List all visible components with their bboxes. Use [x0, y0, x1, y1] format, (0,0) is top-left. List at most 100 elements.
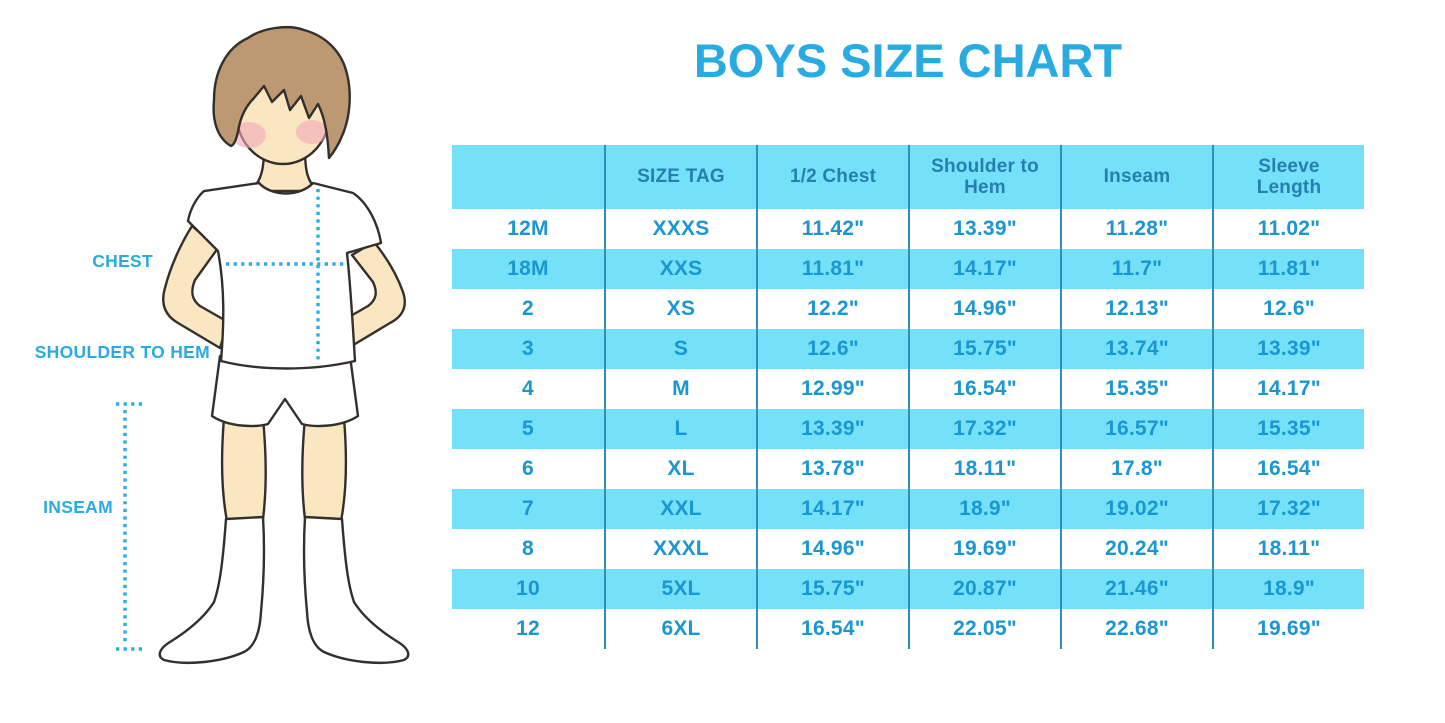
cell-sleeve-length: 11.02" — [1212, 209, 1364, 249]
cell-sleeve-length: 14.17" — [1212, 369, 1364, 409]
cell-size: 2 — [522, 297, 534, 320]
cell-half-chest: 11.42" — [756, 209, 908, 249]
header-cell-empty — [452, 145, 604, 209]
cell-shoulder-to-hem: 15.75" — [908, 329, 1060, 369]
boy-right-leg — [301, 416, 348, 523]
cell-sleeve-length: 15.35" — [1212, 409, 1364, 449]
boy-figure-illustration — [116, 26, 410, 665]
cell-size: 5 — [522, 417, 534, 440]
cell-size-tag: XXXS — [604, 209, 756, 249]
boy-left-sock — [158, 515, 266, 665]
cell-sleeve-length: 18.9" — [1212, 569, 1364, 609]
table-row: 12 6XL 16.54" 22.05" 22.68" 19.69" — [452, 609, 1364, 649]
boy-right-cheek — [296, 120, 328, 144]
cell-half-chest: 12.99" — [756, 369, 908, 409]
shoulder-to-hem-label: SHOULDER TO HEM — [34, 342, 210, 362]
page-title: BOYS SIZE CHART — [693, 34, 1123, 87]
cell-shoulder-to-hem: 14.17" — [908, 249, 1060, 289]
cell-inseam: 19.02" — [1060, 489, 1212, 529]
cell-size: 4 — [522, 377, 534, 400]
cell-inseam: 12.13" — [1060, 289, 1212, 329]
table-row: 4 M 12.99" 16.54" 15.35" 14.17" — [452, 369, 1364, 409]
cell-sleeve-length: 19.69" — [1212, 609, 1364, 649]
cell-inseam: 11.7" — [1060, 249, 1212, 289]
boy-tshirt — [186, 181, 383, 370]
table-row: 10 5XL 15.75" 20.87" 21.46" 18.9" — [452, 569, 1364, 609]
cell-size: 3 — [522, 337, 534, 360]
table-header-row: SIZE TAG 1/2 Chest Shoulder to Hem Insea… — [452, 145, 1364, 209]
cell-size-tag: 6XL — [604, 609, 756, 649]
cell-size: 10 — [516, 577, 540, 600]
cell-half-chest: 11.81" — [756, 249, 908, 289]
cell-sleeve-length: 17.32" — [1212, 489, 1364, 529]
cell-size-tag: M — [604, 369, 756, 409]
size-chart-table: SIZE TAG 1/2 Chest Shoulder to Hem Insea… — [452, 145, 1364, 649]
table-row: 2 XS 12.2" 14.96" 12.13" 12.6" — [452, 289, 1364, 329]
cell-sleeve-length: 13.39" — [1212, 329, 1364, 369]
cell-inseam: 20.24" — [1060, 529, 1212, 569]
cell-sleeve-length: 16.54" — [1212, 449, 1364, 489]
chest-label: CHEST — [92, 251, 153, 271]
cell-shoulder-to-hem: 14.96" — [908, 289, 1060, 329]
boy-left-cheek — [232, 122, 266, 148]
cell-half-chest: 12.2" — [756, 289, 908, 329]
cell-half-chest: 15.75" — [756, 569, 908, 609]
cell-inseam: 13.74" — [1060, 329, 1212, 369]
header-cell-shoulder-to-hem: Shoulder to Hem — [908, 145, 1060, 209]
cell-half-chest: 13.39" — [756, 409, 908, 449]
cell-inseam: 22.68" — [1060, 609, 1212, 649]
cell-size-tag: XXS — [604, 249, 756, 289]
cell-size-tag: XL — [604, 449, 756, 489]
table-row: 7 XXL 14.17" 18.9" 19.02" 17.32" — [452, 489, 1364, 529]
cell-shoulder-to-hem: 17.32" — [908, 409, 1060, 449]
cell-shoulder-to-hem: 13.39" — [908, 209, 1060, 249]
boy-right-sock — [302, 515, 410, 665]
table-row: 8 XXXL 14.96" 19.69" 20.24" 18.11" — [452, 529, 1364, 569]
header-cell-size-tag: SIZE TAG — [604, 145, 756, 209]
boy-hair — [212, 26, 351, 160]
cell-sleeve-length: 11.81" — [1212, 249, 1364, 289]
cell-shoulder-to-hem: 16.54" — [908, 369, 1060, 409]
cell-shoulder-to-hem: 22.05" — [908, 609, 1060, 649]
cell-sleeve-length: 18.11" — [1212, 529, 1364, 569]
cell-size: 12M — [507, 217, 549, 240]
cell-half-chest: 16.54" — [756, 609, 908, 649]
cell-size-tag: XS — [604, 289, 756, 329]
cell-size-tag: 5XL — [604, 569, 756, 609]
cell-size-tag: XXXL — [604, 529, 756, 569]
cell-inseam: 17.8" — [1060, 449, 1212, 489]
cell-half-chest: 12.6" — [756, 329, 908, 369]
header-cell-half-chest: 1/2 Chest — [756, 145, 908, 209]
cell-shoulder-to-hem: 18.9" — [908, 489, 1060, 529]
boy-right-arm — [340, 240, 406, 349]
table-row: 18M XXS 11.81" 14.17" 11.7" 11.81" — [452, 249, 1364, 289]
header-cell-sleeve-length: Sleeve Length — [1212, 145, 1364, 209]
cell-inseam: 16.57" — [1060, 409, 1212, 449]
cell-sleeve-length: 12.6" — [1212, 289, 1364, 329]
cell-shoulder-to-hem: 20.87" — [908, 569, 1060, 609]
table-row: 6 XL 13.78" 18.11" 17.8" 16.54" — [452, 449, 1364, 489]
cell-half-chest: 13.78" — [756, 449, 908, 489]
inseam-label: INSEAM — [43, 497, 113, 517]
cell-shoulder-to-hem: 18.11" — [908, 449, 1060, 489]
table-row: 3 S 12.6" 15.75" 13.74" 13.39" — [452, 329, 1364, 369]
cell-size: 8 — [522, 537, 534, 560]
cell-size-tag: S — [604, 329, 756, 369]
cell-size: 6 — [522, 457, 534, 480]
cell-size: 18M — [507, 257, 549, 280]
boy-left-arm — [162, 224, 230, 350]
cell-half-chest: 14.96" — [756, 529, 908, 569]
cell-size-tag: XXL — [604, 489, 756, 529]
boy-left-leg — [220, 416, 267, 523]
boy-shorts — [210, 354, 360, 428]
header-cell-inseam: Inseam — [1060, 145, 1212, 209]
cell-inseam: 21.46" — [1060, 569, 1212, 609]
cell-size-tag: L — [604, 409, 756, 449]
cell-size: 7 — [522, 497, 534, 520]
cell-size: 12 — [516, 617, 540, 640]
cell-half-chest: 14.17" — [756, 489, 908, 529]
cell-inseam: 11.28" — [1060, 209, 1212, 249]
table-row: 5 L 13.39" 17.32" 16.57" 15.35" — [452, 409, 1364, 449]
cell-shoulder-to-hem: 19.69" — [908, 529, 1060, 569]
